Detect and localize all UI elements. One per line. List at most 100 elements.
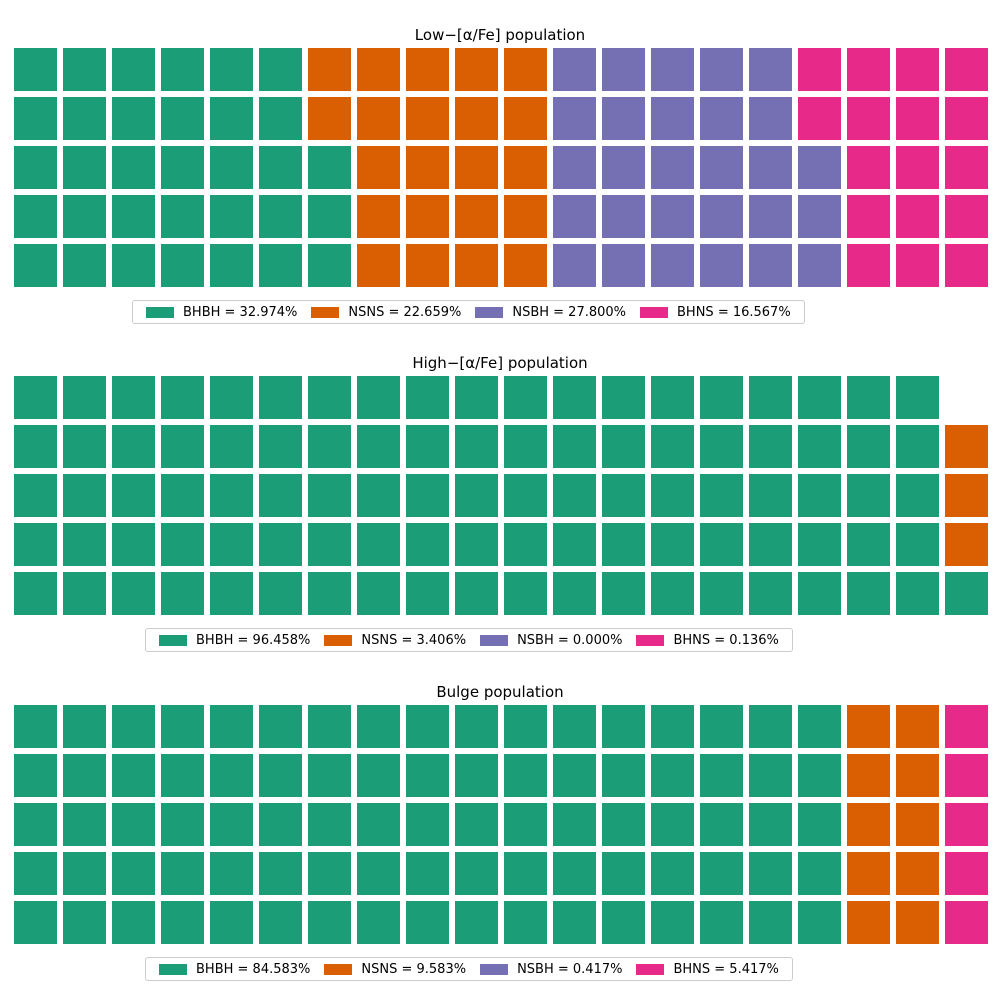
waffle-cell-nsns	[357, 97, 400, 140]
waffle-cell-bhbh	[112, 803, 155, 846]
waffle-cell-bhns	[847, 97, 890, 140]
waffle-cell-bhbh	[896, 523, 939, 566]
waffle-cell-nsns	[406, 97, 449, 140]
waffle-cell-bhbh	[161, 146, 204, 189]
waffle-cell-bhbh	[112, 244, 155, 287]
waffle-cell-bhbh	[700, 803, 743, 846]
waffle-cell-bhbh	[602, 572, 645, 615]
waffle-cell-nsbh	[602, 146, 645, 189]
waffle-cell-bhbh	[798, 852, 841, 895]
waffle-cell-bhbh	[749, 474, 792, 517]
waffle-cell-bhbh	[259, 244, 302, 287]
waffle-cell-bhbh	[553, 474, 596, 517]
waffle-cell-bhbh	[63, 754, 106, 797]
waffle-cell-bhns	[798, 97, 841, 140]
waffle-cell-bhbh	[308, 852, 351, 895]
waffle-cell-bhbh	[553, 803, 596, 846]
waffle-cell-bhbh	[553, 376, 596, 419]
waffle-cell-bhbh	[406, 474, 449, 517]
waffle-cell-bhbh	[161, 195, 204, 238]
waffle-cell-bhbh	[357, 803, 400, 846]
waffle-cell-bhbh	[602, 852, 645, 895]
waffle-cell-bhbh	[406, 901, 449, 944]
waffle-cell-nsns	[357, 195, 400, 238]
waffle-cell-bhbh	[798, 705, 841, 748]
waffle-cell-bhbh	[406, 803, 449, 846]
waffle-cell-bhbh	[700, 376, 743, 419]
legend-label: NSNS = 22.659%	[348, 304, 462, 320]
waffle-cell-nsbh	[602, 97, 645, 140]
waffle-cell-nsns	[847, 754, 890, 797]
legend-swatch	[159, 634, 187, 646]
waffle-cell-nsbh	[798, 146, 841, 189]
legend-label: BHBH = 96.458%	[196, 632, 311, 648]
waffle-cell-bhbh	[504, 376, 547, 419]
waffle-cell-nsns	[945, 523, 988, 566]
waffle-cell-bhbh	[112, 852, 155, 895]
waffle-cell-nsns	[455, 97, 498, 140]
waffle-cell-bhbh	[504, 572, 547, 615]
waffle-cell-bhbh	[161, 705, 204, 748]
legend-swatch	[159, 963, 187, 975]
waffle-cell-bhbh	[651, 803, 694, 846]
waffle-cell-bhbh	[308, 754, 351, 797]
waffle-cell-nsns	[504, 97, 547, 140]
waffle-cell-nsns	[357, 244, 400, 287]
waffle-cell-bhbh	[14, 244, 57, 287]
waffle-cell-bhns	[896, 48, 939, 91]
waffle-cell-bhbh	[210, 901, 253, 944]
waffle-cell-bhbh	[406, 754, 449, 797]
legend-item-bhbh: BHBH = 96.458%	[159, 633, 310, 648]
waffle-cell-nsns	[455, 244, 498, 287]
waffle-cell-bhbh	[308, 474, 351, 517]
waffle-cell-nsns	[896, 852, 939, 895]
waffle-cell-bhbh	[259, 754, 302, 797]
chart-legend: BHBH = 96.458% NSNS = 3.406% NSBH = 0.00…	[145, 628, 793, 652]
legend-item-nsbh: NSBH = 0.417%	[480, 962, 622, 977]
waffle-cell-bhns	[798, 48, 841, 91]
legend-label: BHNS = 0.136%	[673, 632, 779, 648]
waffle-cell-bhbh	[112, 376, 155, 419]
waffle-cell-bhbh	[161, 754, 204, 797]
waffle-cell-bhbh	[847, 376, 890, 419]
waffle-cell-bhbh	[14, 195, 57, 238]
waffle-cell-bhbh	[308, 146, 351, 189]
waffle-cell-bhbh	[602, 754, 645, 797]
waffle-cell-bhns	[847, 244, 890, 287]
chart-legend: BHBH = 32.974% NSNS = 22.659% NSBH = 27.…	[132, 300, 805, 324]
waffle-cell-bhbh	[161, 523, 204, 566]
legend-swatch	[640, 306, 669, 318]
waffle-cell-nsns	[406, 244, 449, 287]
waffle-cell-bhbh	[63, 705, 106, 748]
waffle-cell-bhbh	[504, 754, 547, 797]
waffle-cell-nsbh	[700, 244, 743, 287]
waffle-cell-bhbh	[504, 852, 547, 895]
waffle-cell-bhbh	[259, 523, 302, 566]
legend-label: BHNS = 5.417%	[673, 961, 779, 977]
waffle-cell-nsns	[455, 48, 498, 91]
waffle-cell-bhbh	[798, 425, 841, 468]
waffle-cell-bhbh	[161, 97, 204, 140]
waffle-cell-nsns	[357, 146, 400, 189]
legend-swatch	[311, 306, 340, 318]
chart-title: High−[α/Fe] population	[412, 354, 588, 372]
waffle-cell-bhbh	[161, 425, 204, 468]
waffle-cell-bhbh	[798, 901, 841, 944]
waffle-cell-bhbh	[210, 195, 253, 238]
waffle-grid	[14, 705, 988, 944]
legend-item-nsns: NSNS = 9.583%	[324, 962, 466, 977]
waffle-cell-bhbh	[651, 852, 694, 895]
waffle-cell-bhbh	[553, 572, 596, 615]
waffle-cell-bhbh	[749, 901, 792, 944]
waffle-cell-bhbh	[63, 48, 106, 91]
chart-legend: BHBH = 84.583% NSNS = 9.583% NSBH = 0.41…	[145, 957, 793, 981]
waffle-cell-bhbh	[357, 572, 400, 615]
waffle-cell-nsns	[406, 146, 449, 189]
waffle-cell-bhbh	[14, 901, 57, 944]
legend-label: NSBH = 0.000%	[517, 632, 623, 648]
waffle-cell-nsns	[847, 852, 890, 895]
waffle-cell-nsbh	[553, 97, 596, 140]
waffle-cell-bhbh	[63, 803, 106, 846]
waffle-cell-nsbh	[798, 244, 841, 287]
waffle-cell-bhbh	[504, 425, 547, 468]
